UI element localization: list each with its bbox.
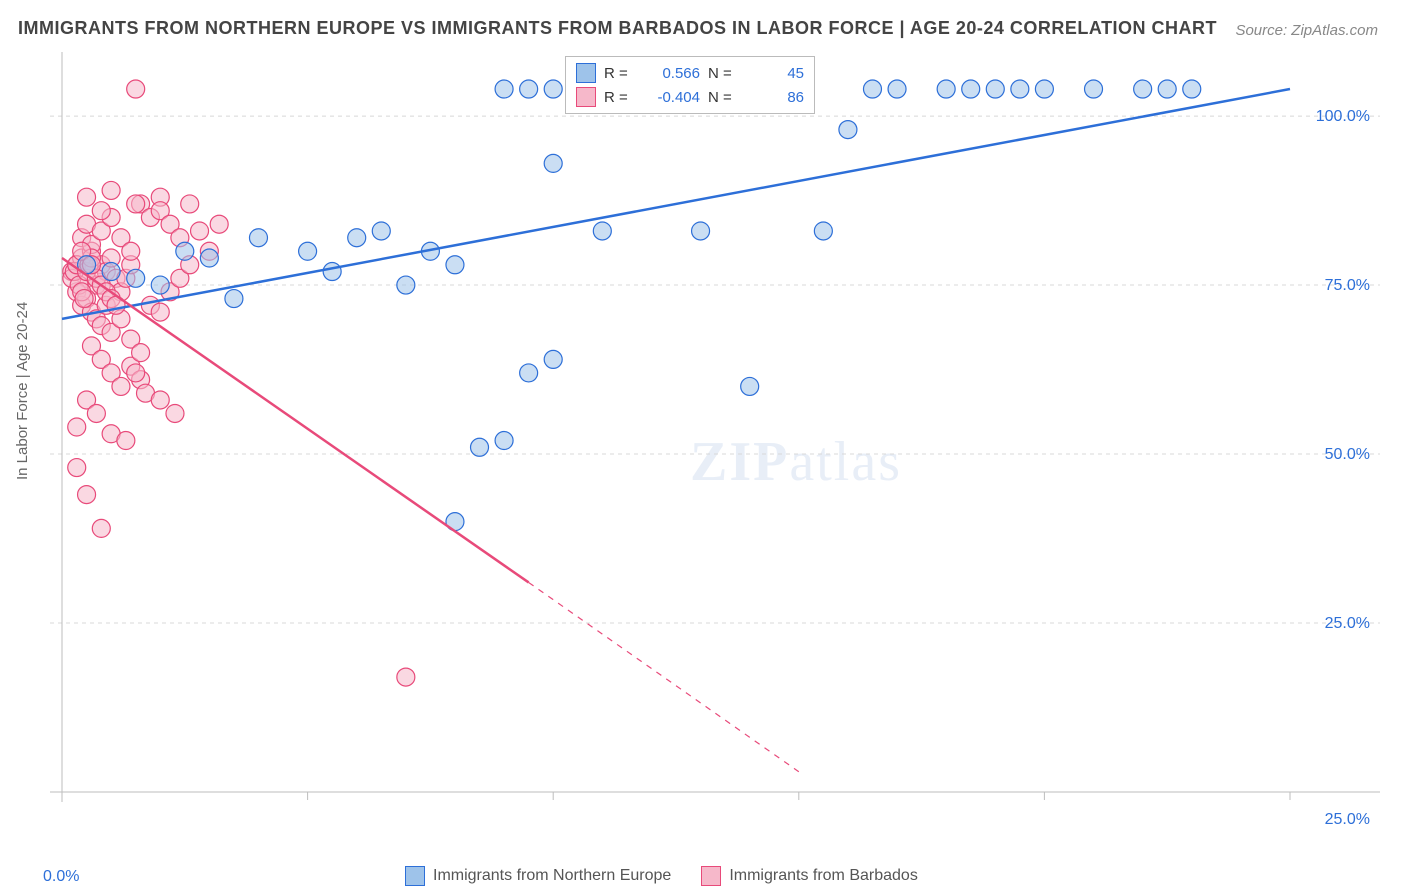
svg-text:75.0%: 75.0%	[1325, 277, 1370, 294]
r-value-s2: -0.404	[640, 89, 700, 106]
source-label: Source: ZipAtlas.com	[1235, 22, 1378, 39]
legend-label-s2: Immigrants from Barbados	[729, 867, 918, 885]
r-value-s1: 0.566	[640, 65, 700, 82]
r-label: R =	[604, 89, 632, 106]
svg-text:25.0%: 25.0%	[1325, 615, 1370, 632]
correlation-legend: R = 0.566 N = 45 R = -0.404 N = 86	[565, 56, 815, 114]
x-axis-first-tick: 0.0%	[43, 868, 79, 886]
legend-item-s2: Immigrants from Barbados	[701, 866, 918, 886]
svg-text:50.0%: 50.0%	[1325, 446, 1370, 463]
svg-text:25.0%: 25.0%	[1325, 811, 1370, 828]
legend-label-s1: Immigrants from Northern Europe	[433, 867, 671, 885]
swatch-s2-icon	[701, 866, 721, 886]
scatter-plot: 25.0% 50.0% 75.0% 100.0% 25.0%	[50, 52, 1380, 832]
n-label: N =	[708, 89, 736, 106]
y-axis-label: In Labor Force | Age 20-24	[14, 302, 31, 480]
legend-row-series1: R = 0.566 N = 45	[576, 61, 804, 85]
legend-item-s1: Immigrants from Northern Europe	[405, 866, 671, 886]
n-label: N =	[708, 65, 736, 82]
series-legend: Immigrants from Northern Europe Immigran…	[405, 866, 918, 886]
n-value-s1: 45	[744, 65, 804, 82]
n-value-s2: 86	[744, 89, 804, 106]
svg-text:100.0%: 100.0%	[1316, 108, 1370, 125]
plot-svg: 25.0% 50.0% 75.0% 100.0% 25.0%	[50, 52, 1380, 832]
swatch-s1-icon	[405, 866, 425, 886]
r-label: R =	[604, 65, 632, 82]
swatch-s1-icon	[576, 63, 596, 83]
chart-title: IMMIGRANTS FROM NORTHERN EUROPE VS IMMIG…	[18, 18, 1217, 39]
swatch-s2-icon	[576, 87, 596, 107]
legend-row-series2: R = -0.404 N = 86	[576, 85, 804, 109]
